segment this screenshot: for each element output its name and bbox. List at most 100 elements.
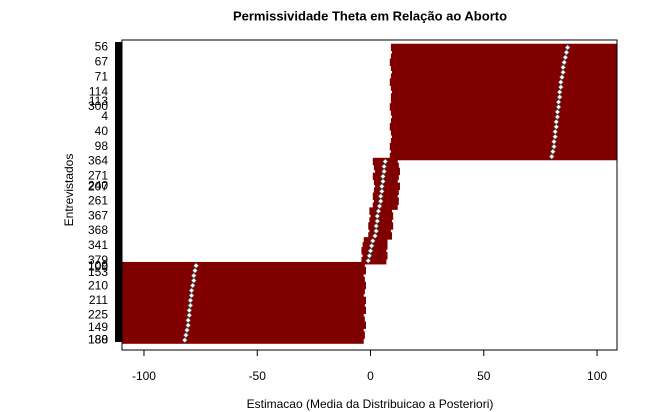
interval-bar — [122, 281, 366, 290]
y-tick-label: 153 — [88, 265, 108, 279]
interval-bar — [122, 336, 364, 344]
estimate-point — [368, 242, 375, 249]
interval-bar — [370, 212, 394, 220]
y-tick-label: 210 — [88, 279, 108, 293]
y-tick-label: 207 — [88, 179, 108, 193]
y-tick-label: 261 — [88, 193, 108, 207]
interval-bar — [390, 93, 617, 101]
estimate-point — [183, 327, 191, 334]
y-tick-label: 379 — [88, 253, 108, 267]
estimate-point — [557, 79, 564, 86]
estimate-point — [378, 183, 385, 190]
x-tick-label: 0 — [367, 369, 374, 383]
estimate-point — [556, 94, 563, 101]
estimate-point — [379, 178, 387, 185]
interval-bar — [390, 147, 617, 156]
y-tick-label: 367 — [88, 208, 108, 222]
estimate-point — [191, 267, 198, 274]
interval-bar — [392, 88, 617, 96]
estimate-point — [557, 84, 564, 91]
interval-bar — [373, 187, 399, 195]
interval-bar — [392, 48, 617, 57]
interval-bar — [361, 257, 387, 265]
y-tick-label: 240 — [88, 178, 108, 192]
estimate-point — [554, 108, 561, 115]
interval-bar — [369, 217, 393, 225]
estimate-point — [377, 193, 384, 200]
estimate-point — [181, 337, 188, 344]
estimate-point — [552, 133, 559, 140]
interval-bar — [392, 133, 617, 141]
plot-area — [122, 43, 617, 344]
interval-bar — [122, 291, 364, 300]
interval-bar — [375, 167, 400, 176]
x-tick-label: -50 — [249, 369, 267, 383]
interval-bar — [389, 78, 617, 86]
y-tick-label: 98 — [95, 139, 109, 153]
y-tick-label: 271 — [88, 169, 108, 183]
x-axis-label: Estimacao (Media da Distribuicao a Poste… — [247, 397, 494, 411]
estimate-point — [372, 232, 379, 239]
interval-bar — [372, 202, 398, 210]
estimate-point — [186, 307, 193, 314]
estimate-point — [553, 118, 560, 125]
estimate-point — [376, 203, 383, 210]
estimate-point — [563, 49, 570, 56]
y-tick-label: 364 — [88, 154, 108, 168]
interval-bar — [362, 242, 388, 250]
interval-bar — [122, 321, 366, 329]
estimate-point — [549, 148, 556, 155]
estimate-point — [366, 252, 373, 259]
estimate-point — [560, 64, 567, 71]
x-tick-label: 100 — [587, 369, 607, 383]
estimate-point — [562, 54, 569, 61]
estimate-point — [379, 173, 387, 180]
interval-bar — [122, 326, 364, 334]
estimate-point — [189, 282, 196, 289]
y-tick-label: 180 — [88, 332, 108, 346]
y-tick-label: 341 — [88, 238, 108, 252]
estimate-point — [365, 257, 372, 264]
estimate-point — [369, 237, 376, 244]
estimate-point — [193, 262, 200, 269]
interval-bar — [122, 301, 365, 310]
y-tick-label: 188 — [88, 333, 108, 347]
y-axis-tick-band — [115, 42, 122, 342]
interval-bar — [390, 137, 617, 146]
estimate-point — [560, 69, 567, 76]
estimate-point — [381, 168, 388, 175]
x-tick-label: -100 — [132, 369, 156, 383]
estimate-point — [377, 198, 384, 205]
estimate-point — [185, 317, 192, 324]
y-tick-label: 225 — [88, 307, 108, 321]
y-tick-label: 67 — [95, 54, 109, 68]
interval-bar — [390, 108, 617, 116]
interval-bar — [392, 113, 617, 121]
x-tick-label: 50 — [477, 369, 491, 383]
estimate-point — [564, 44, 571, 51]
y-tick-label: 109 — [88, 258, 108, 272]
estimate-point — [381, 163, 388, 170]
estimate-point — [374, 218, 381, 225]
y-tick-label: 211 — [89, 293, 108, 307]
chart-title: Permissividade Theta em Relação ao Abort… — [233, 8, 507, 23]
estimate-point — [375, 208, 382, 215]
interval-bar — [122, 311, 364, 319]
estimate-point — [373, 222, 380, 230]
y-tick-label: 100 — [88, 259, 108, 273]
y-tick-label: 40 — [95, 124, 109, 138]
y-tick-label: 300 — [88, 99, 108, 113]
interval-bar — [372, 192, 398, 200]
estimate-point — [187, 297, 194, 304]
interval-bar — [389, 58, 617, 67]
interval-bar — [368, 232, 393, 240]
y-tick-label: 4 — [101, 109, 108, 123]
interval-bar — [369, 227, 391, 235]
estimate-point — [374, 213, 381, 220]
estimate-point — [185, 322, 192, 329]
estimate-point — [373, 227, 380, 234]
interval-bar — [122, 331, 365, 339]
interval-bar — [368, 222, 394, 230]
y-axis-label: Entrevistados — [62, 154, 76, 227]
estimate-point — [182, 332, 189, 339]
